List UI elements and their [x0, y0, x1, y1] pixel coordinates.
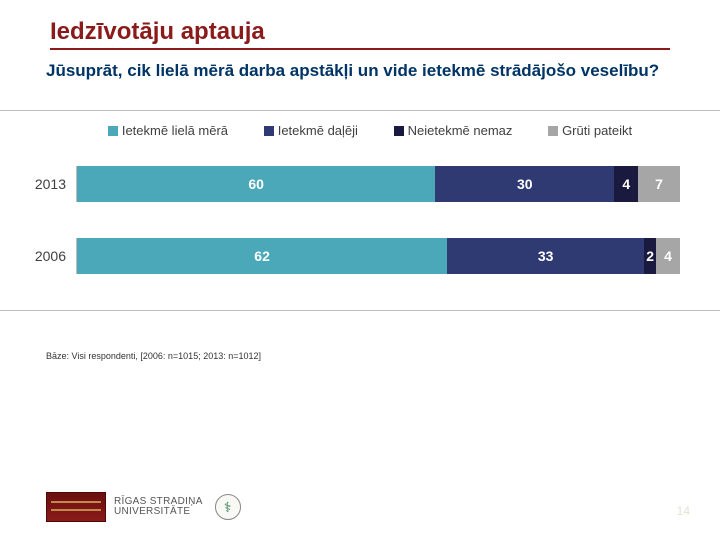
- legend-swatch-icon: [394, 126, 404, 136]
- page-title: Iedzīvotāju aptauja: [50, 18, 670, 50]
- bar-row-label: 2013: [20, 176, 76, 192]
- chart-bars: 20136030472006623324: [0, 166, 720, 274]
- bar-row: 2006623324: [20, 238, 680, 274]
- footer: RĪGAS STRADIŅA UNIVERSITĀTE ⚕: [46, 492, 241, 522]
- legend-swatch-icon: [548, 126, 558, 136]
- bar-segment: 62: [77, 238, 447, 274]
- bar-segment: 4: [614, 166, 638, 202]
- bar-row: 2013603047: [20, 166, 680, 202]
- legend-item: Neietekmē nemaz: [394, 123, 513, 138]
- legend-swatch-icon: [108, 126, 118, 136]
- legend-label: Neietekmē nemaz: [408, 123, 513, 138]
- bar-segment: 30: [435, 166, 614, 202]
- page-subtitle: Jūsuprāt, cik lielā mērā darba apstākļi …: [46, 60, 676, 82]
- page-number: 14: [677, 504, 690, 518]
- bar-row-label: 2006: [20, 248, 76, 264]
- legend-label: Ietekmē lielā mērā: [122, 123, 228, 138]
- university-seal-icon: ⚕: [215, 494, 241, 520]
- legend-label: Grūti pateikt: [562, 123, 632, 138]
- legend-swatch-icon: [264, 126, 274, 136]
- legend-item: Grūti pateikt: [548, 123, 632, 138]
- bar-segment: 2: [644, 238, 656, 274]
- chart-bottom-rule: [0, 310, 720, 311]
- legend-item: Ietekmē daļēji: [264, 123, 358, 138]
- bar-track: 603047: [76, 166, 680, 202]
- legend-item: Ietekmē lielā mērā: [108, 123, 228, 138]
- university-name-line2: UNIVERSITĀTE: [114, 507, 203, 518]
- university-badge-icon: [46, 492, 106, 522]
- slide: Iedzīvotāju aptauja Jūsuprāt, cik lielā …: [0, 0, 720, 540]
- bar-segment: 33: [447, 238, 644, 274]
- bar-segment: 60: [77, 166, 435, 202]
- bar-track: 623324: [76, 238, 680, 274]
- bar-segment: 7: [638, 166, 680, 202]
- bar-segment: 4: [656, 238, 680, 274]
- chart-legend: Ietekmē lielā mērā Ietekmē daļēji Neietekm…: [0, 110, 720, 138]
- legend-label: Ietekmē daļēji: [278, 123, 358, 138]
- chart: Ietekmē lielā mērā Ietekmē daļēji Neietekm…: [0, 110, 720, 311]
- university-name: RĪGAS STRADIŅA UNIVERSITĀTE: [114, 497, 203, 518]
- footnote: Bāze: Visi respondenti, [2006: n=1015; 2…: [46, 351, 720, 361]
